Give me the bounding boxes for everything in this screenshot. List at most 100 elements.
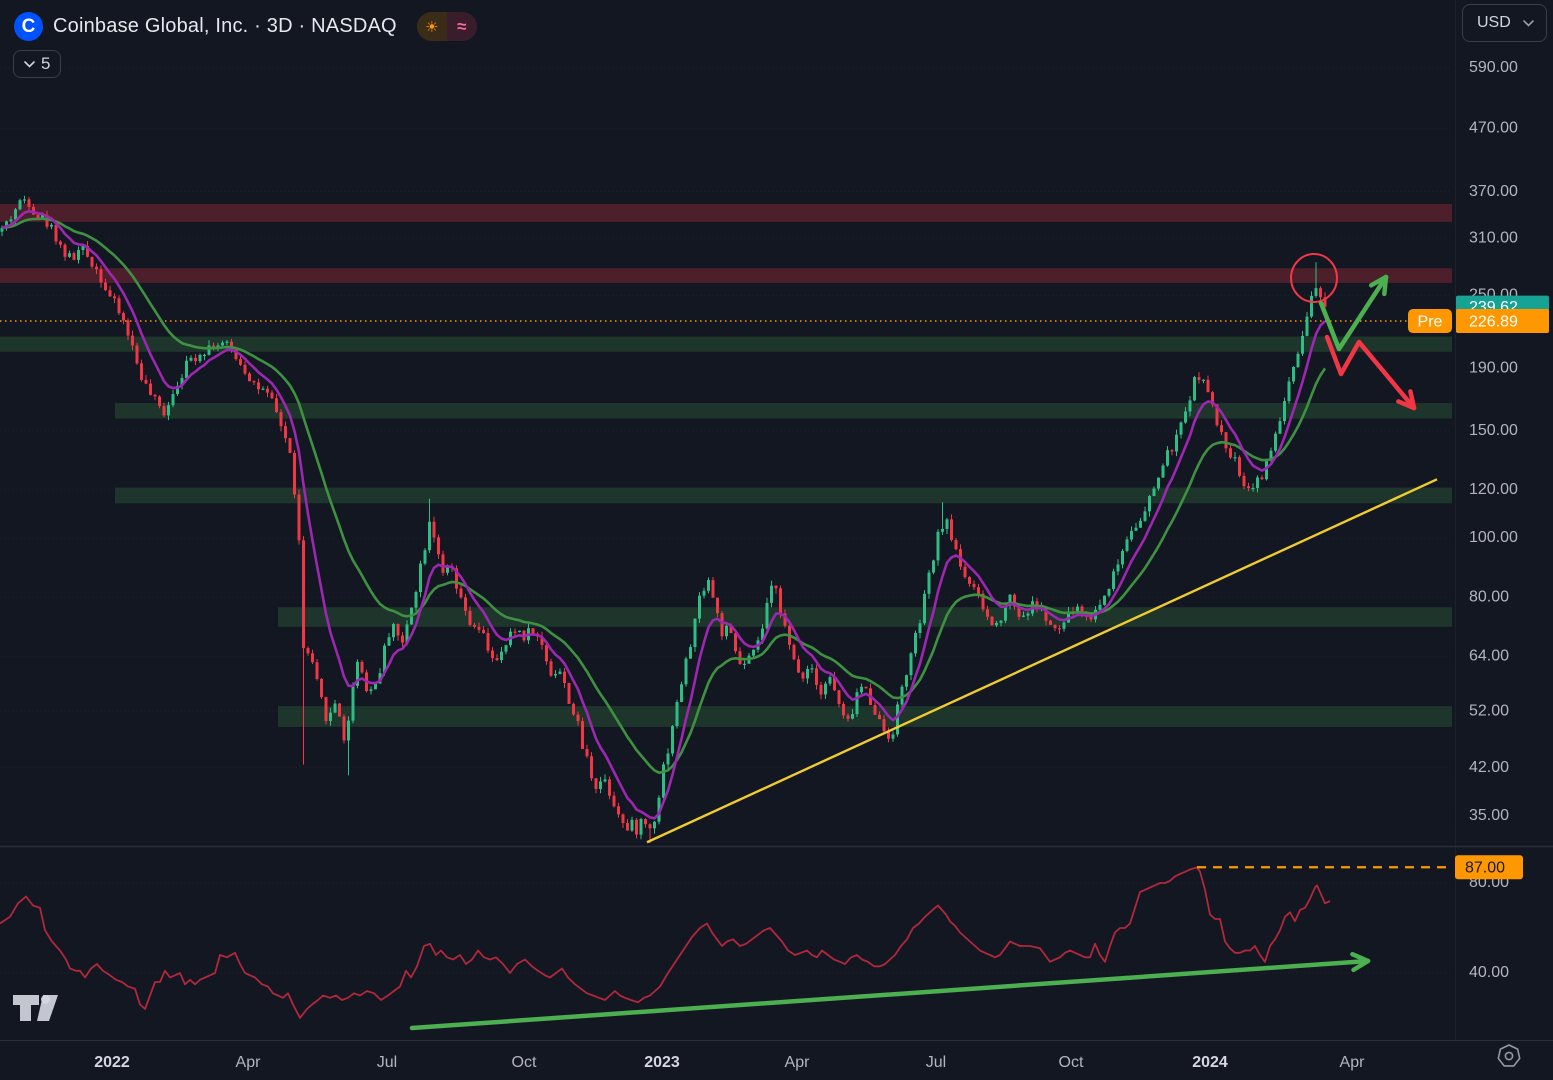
sunrise-premarket-icon[interactable]: ☀ [416, 12, 447, 41]
tradingview-logo[interactable] [13, 995, 58, 1021]
interval-button-label: 5 [41, 54, 51, 73]
ema-slow-line[interactable] [1, 217, 1327, 775]
price-tick-label: 100.00 [1469, 529, 1518, 546]
candle-body [590, 756, 593, 779]
candle-body [140, 363, 143, 380]
pre-market-price-value: 226.89 [1469, 313, 1518, 330]
candle-body [1233, 457, 1237, 459]
support-zone[interactable] [115, 487, 1452, 504]
candle-body [1076, 606, 1079, 614]
currency-selector[interactable]: USD [1462, 4, 1547, 42]
candle-body [563, 671, 566, 684]
candle-body [405, 624, 409, 643]
symbol-title[interactable]: Coinbase Global, Inc. · 3D · NASDAQ [53, 15, 397, 37]
candle-body [1139, 520, 1142, 528]
candle-body [900, 686, 904, 705]
price-tick-label: 150.00 [1469, 422, 1518, 439]
candle-body [504, 645, 508, 652]
candle-body [419, 563, 422, 593]
candle-body [702, 590, 706, 596]
ema-fast-line[interactable] [1, 210, 1326, 820]
candle-body [693, 618, 697, 648]
candle-body [950, 519, 953, 540]
support-zone[interactable] [278, 607, 1452, 627]
price-axis[interactable]: 590.00470.00370.00310.00250.00190.00150.… [1469, 59, 1518, 824]
candle-body [1224, 432, 1228, 449]
candle-body [437, 537, 440, 555]
candle-body [1022, 615, 1025, 617]
bearish-scenario-arrow[interactable] [1324, 334, 1417, 411]
candle-body [1116, 564, 1120, 572]
resistance-zone[interactable] [0, 268, 1452, 283]
candle-body [518, 630, 521, 632]
candle-body [383, 645, 386, 674]
candle-body [1170, 450, 1174, 452]
candle-body [936, 531, 940, 561]
candle-body [774, 585, 778, 589]
candle-body [459, 588, 463, 598]
drawing-templates-button[interactable]: 5 [13, 50, 62, 78]
candle-body [626, 823, 629, 831]
support-zone[interactable] [115, 403, 1452, 419]
candle-body [207, 345, 211, 355]
candle-body [270, 392, 274, 399]
candle-body [1121, 550, 1124, 565]
price-pane[interactable] [0, 67, 1452, 844]
candle-body [198, 354, 202, 362]
candle-body [653, 821, 656, 829]
candle-body [612, 795, 616, 807]
candle-body [945, 519, 949, 529]
candle-body [554, 673, 557, 676]
candle-body [117, 298, 121, 314]
support-zone[interactable] [0, 336, 1452, 352]
coinbase-logo-icon[interactable]: C [14, 12, 43, 41]
resistance-zone[interactable] [0, 204, 1452, 222]
candle-body [846, 715, 850, 719]
candle-body [1292, 366, 1295, 382]
candle-body [608, 779, 611, 796]
rsi-pane[interactable] [0, 866, 1452, 1031]
candle-body [783, 613, 787, 626]
candle-body [1305, 316, 1309, 336]
extended-hours-icon[interactable]: ≈ [446, 12, 477, 41]
candle-body [473, 624, 476, 627]
candle-body [567, 683, 571, 704]
highlight-circle-drawing[interactable] [1290, 253, 1338, 303]
candle-body [288, 438, 292, 453]
candle-body [1278, 421, 1282, 434]
candle-body [666, 753, 670, 765]
candle-body [1017, 606, 1021, 617]
candle-body [923, 593, 926, 624]
time-tick-label: 2022 [94, 1054, 130, 1071]
ascending-trendline[interactable] [646, 478, 1438, 844]
candle-body [297, 494, 301, 541]
candle-body [1211, 392, 1214, 405]
candle-body [189, 357, 193, 361]
rsi-line[interactable] [0, 866, 1331, 1019]
candle-body [99, 269, 103, 283]
support-zone[interactable] [278, 706, 1452, 727]
rsi-trend-arrow[interactable] [409, 958, 1371, 1031]
settings-gear-icon[interactable] [1497, 1044, 1521, 1067]
candle-body [1323, 297, 1327, 307]
candle-body [243, 364, 247, 374]
time-tick-label: Apr [1340, 1054, 1366, 1071]
candle-body [851, 714, 854, 719]
time-axis[interactable]: 2022 Apr Jul Oct 2023 Apr Jul Oct 2024 Apr [94, 1054, 1365, 1071]
bullish-scenario-arrow[interactable] [1318, 274, 1389, 352]
candle-body [707, 580, 710, 591]
candle-body [810, 668, 814, 670]
candle-body [680, 684, 683, 703]
candle-body [864, 686, 868, 689]
candle-body [887, 731, 890, 739]
candle-body [464, 597, 467, 611]
candle-body [990, 616, 994, 626]
candle-body [1130, 530, 1133, 540]
candle-body [500, 651, 503, 661]
rsi-peak-value: 87.00 [1465, 859, 1505, 876]
candle-body [797, 659, 800, 673]
price-tick-label: 42.00 [1469, 759, 1509, 776]
